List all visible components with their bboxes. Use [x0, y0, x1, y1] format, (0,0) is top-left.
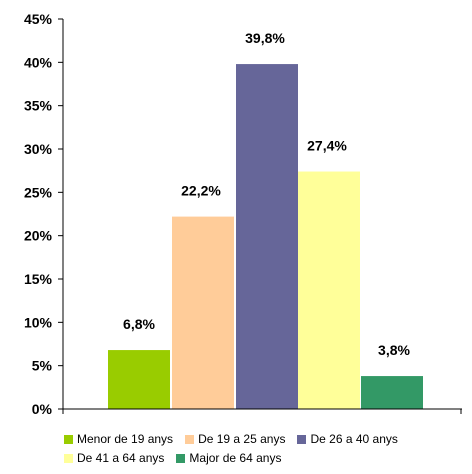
y-tick-label: 30% — [24, 141, 53, 157]
chart-legend: Menor de 19 anys De 19 a 25 anys De 26 a 4… — [64, 432, 469, 465]
legend-label: De 41 a 64 anys — [77, 451, 165, 465]
legend-label: Menor de 19 anys — [77, 432, 174, 446]
legend-item: Menor de 19 anys — [64, 432, 173, 446]
legend-item: De 19 a 25 anys — [185, 432, 285, 446]
data-label: 27,4% — [307, 138, 347, 154]
bar-chart-plot: 0% 5% 10% 15% 20% 25% 30% 35% 40% 45% 6,8% 22,2% 39,… — [24, 11, 462, 417]
y-tick-label: 25% — [24, 184, 53, 200]
y-tick-label: 45% — [24, 11, 53, 27]
y-tick-label: 5% — [32, 358, 53, 374]
legend-swatch — [64, 434, 73, 444]
bar-2 — [172, 216, 234, 409]
y-tick-label: 20% — [24, 228, 53, 244]
legend-swatch — [64, 453, 73, 463]
legend-swatch — [176, 453, 186, 463]
data-label: 22,2% — [181, 183, 221, 199]
legend-label: De 26 a 40 anys — [310, 432, 398, 446]
bar-1 — [108, 350, 170, 409]
bar-5 — [361, 376, 423, 409]
y-tick-label: 15% — [24, 271, 53, 287]
legend-swatch — [185, 434, 195, 444]
legend-item: Major de 64 anys — [176, 451, 281, 465]
bar-3 — [236, 64, 298, 410]
y-tick-label: 0% — [32, 401, 53, 417]
legend-label: De 19 a 25 anys — [198, 432, 286, 446]
data-label: 39,8% — [245, 30, 285, 46]
legend-item: De 26 a 40 anys — [297, 432, 398, 446]
data-label: 3,8% — [378, 342, 410, 358]
y-tick-label: 10% — [24, 314, 53, 330]
legend-label: Major de 64 anys — [189, 451, 282, 465]
y-tick-label: 40% — [24, 54, 53, 70]
y-tick-label: 35% — [24, 98, 53, 114]
bar-4 — [298, 171, 360, 409]
legend-item: De 41 a 64 anys — [64, 451, 164, 465]
data-label: 6,8% — [123, 316, 155, 332]
legend-swatch — [297, 434, 307, 444]
